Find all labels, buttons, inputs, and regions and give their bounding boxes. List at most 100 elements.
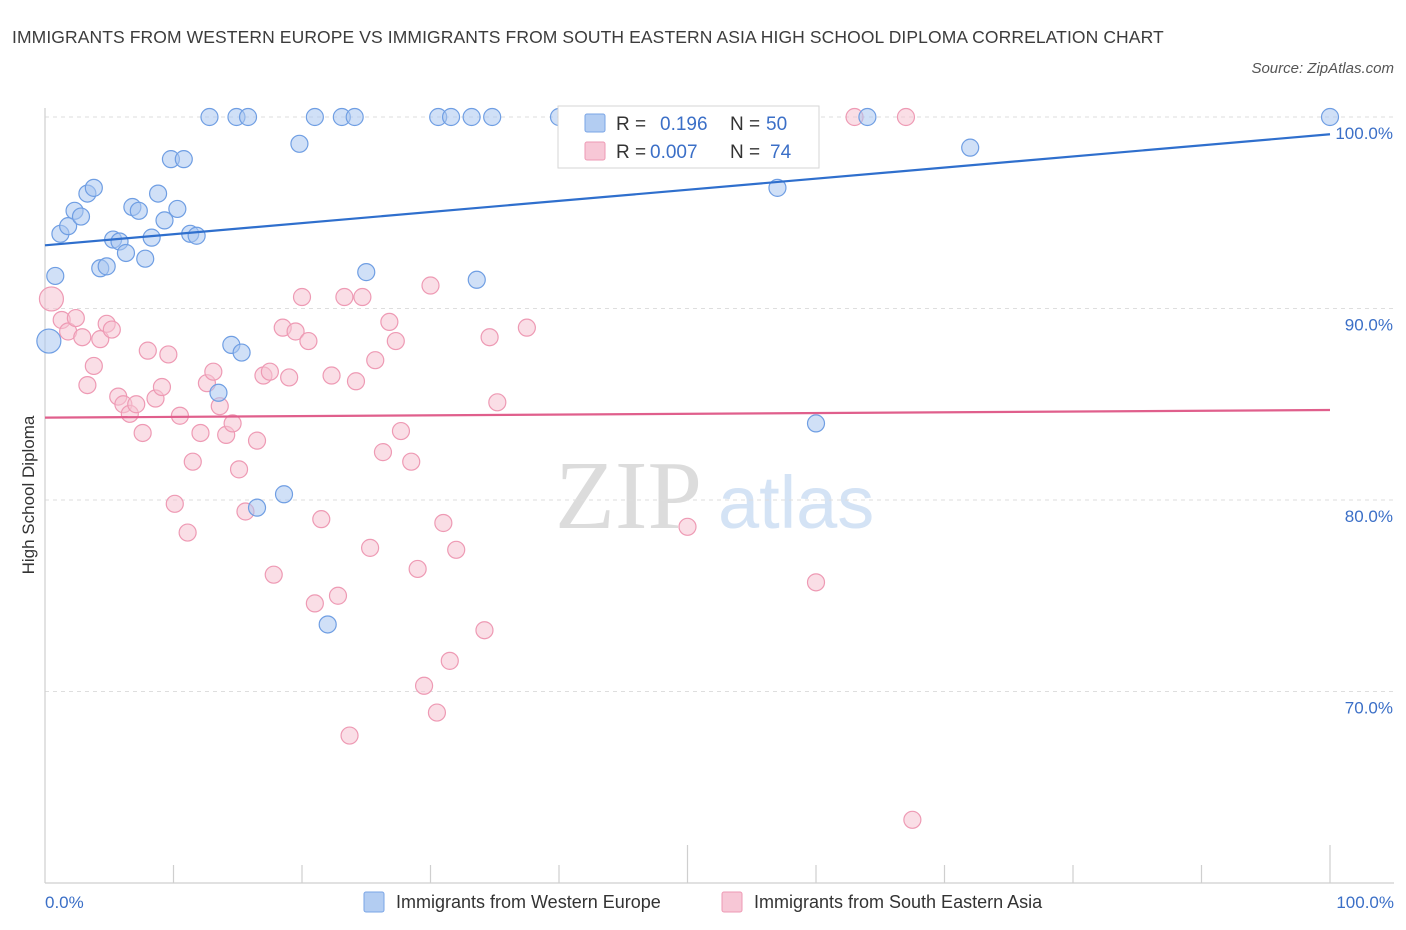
western-europe-point-46 [806, 414, 826, 433]
chart-title: IMMIGRANTS FROM WESTERN EUROPE VS IMMIGR… [12, 27, 1164, 47]
western-europe-point-31 [274, 485, 294, 504]
western-europe-point-9 [97, 257, 116, 276]
south-eastern-asia-point-55 [408, 559, 427, 579]
watermark-zip: ZIP [555, 442, 702, 550]
y-tick-label-1: 90.0% [1345, 316, 1393, 335]
south-eastern-asia-point-49 [366, 351, 385, 370]
western-europe-point-37 [357, 263, 376, 282]
south-eastern-asia-point-13 [127, 395, 146, 414]
western-europe-point-30 [247, 498, 267, 517]
legend-swatch-south-eastern-asia [584, 141, 606, 161]
south-eastern-asia-point-41 [312, 510, 331, 529]
south-eastern-asia-point-45 [340, 726, 359, 745]
grid-lines [45, 116, 1394, 692]
western-europe-point-17 [148, 184, 168, 203]
y-axis-label: High School Diploma [19, 415, 38, 574]
south-eastern-asia-point-52 [386, 331, 405, 351]
western-europe-point-18 [155, 211, 174, 230]
south-eastern-asia-point-50 [373, 443, 393, 462]
western-europe-trend-line [44, 133, 1331, 247]
western-europe-point-5 [71, 207, 91, 226]
south-eastern-asia-point-54 [402, 452, 421, 471]
y-tick-labels: 100.0% 90.0% 80.0% 70.0% [1335, 124, 1393, 718]
south-eastern-asia-point-0 [38, 286, 65, 312]
x-tick-label-right: 100.0% [1336, 893, 1394, 912]
western-europe-point-39 [441, 107, 461, 127]
south-eastern-asia-point-40 [305, 594, 324, 613]
south-eastern-asia-point-15 [138, 341, 157, 360]
x-ticks [172, 845, 1331, 883]
western-europe-point-3 [59, 217, 78, 236]
western-europe-point-24 [200, 107, 219, 127]
western-europe-point-41 [467, 270, 486, 289]
western-europe-point-36 [345, 107, 364, 127]
western-europe-point-29 [238, 107, 258, 127]
legend-r-label-2: R = [616, 142, 646, 163]
south-eastern-asia-point-28 [223, 414, 242, 433]
y-tick-label-2: 80.0% [1345, 507, 1393, 526]
correlation-legend: R = 0.196 N = 50 R = 0.007 N = 74 [557, 105, 820, 169]
south-eastern-asia-point-17 [152, 377, 172, 397]
south-eastern-asia-point-46 [346, 372, 366, 391]
western-europe-point-12 [116, 243, 136, 263]
bottom-legend-swatch-western-europe [363, 891, 385, 913]
axes [44, 108, 1394, 884]
south-eastern-asia-point-60 [440, 651, 459, 670]
south-eastern-asia-point-59 [434, 513, 453, 533]
y-tick-label-0: 100.0% [1335, 124, 1393, 143]
western-europe-point-0 [36, 328, 62, 354]
south-eastern-asia-point-70 [903, 810, 922, 829]
south-eastern-asia-point-65 [517, 318, 536, 337]
south-eastern-asia-point-62 [475, 621, 494, 640]
series-legend: Immigrants from Western Europe Immigrant… [363, 891, 1043, 913]
source-label: Source: ZipAtlas.com [1251, 60, 1394, 77]
western-europe-point-21 [174, 150, 193, 169]
western-europe-point-48 [961, 138, 980, 157]
western-europe-point-40 [462, 107, 481, 127]
south-eastern-asia-point-51 [380, 312, 399, 332]
south-eastern-asia-point-43 [328, 586, 348, 605]
south-eastern-asia-point-66 [678, 517, 697, 536]
western-europe-point-45 [768, 178, 787, 197]
legend-r-value-1: 0.196 [660, 114, 708, 135]
western-europe-point-23 [187, 226, 206, 245]
legend-n-label-1: N = [730, 114, 760, 135]
south-eastern-asia-point-38 [292, 287, 312, 307]
south-eastern-asia-point-58 [427, 703, 447, 722]
south-eastern-asia-point-34 [264, 565, 283, 584]
western-europe-point-47 [858, 107, 877, 127]
western-europe-point-7 [84, 178, 103, 197]
south-eastern-asia-point-69 [896, 107, 916, 127]
south-eastern-asia-point-18 [159, 345, 178, 364]
south-eastern-asia-point-22 [183, 452, 202, 471]
south-eastern-asia-trend-line [44, 408, 1331, 419]
south-eastern-asia-point-37 [286, 322, 305, 341]
legend-n-label-2: N = [730, 142, 760, 163]
bottom-legend-swatch-south-eastern-asia [721, 891, 743, 913]
south-eastern-asia-point-3 [66, 308, 85, 328]
south-eastern-asia-point-29 [229, 460, 249, 479]
western-europe-point-32 [290, 134, 309, 153]
legend-n-value-2: 74 [770, 142, 792, 163]
x-tick-label-left: 0.0% [45, 893, 84, 912]
south-eastern-asia-point-19 [165, 494, 184, 513]
south-eastern-asia-point-48 [361, 538, 380, 557]
south-eastern-asia-point-9 [102, 320, 121, 339]
western-europe-point-1 [46, 266, 65, 286]
south-eastern-asia-point-64 [488, 393, 507, 412]
south-eastern-asia-point-25 [204, 362, 223, 381]
south-eastern-asia-point-33 [260, 362, 279, 381]
western-europe-point-15 [136, 249, 155, 268]
south-eastern-asia-point-57 [421, 276, 440, 295]
bottom-legend-label-south-eastern-asia: Immigrants from South Eastern Asia [754, 892, 1043, 912]
western-europe-point-42 [483, 107, 502, 127]
western-europe-point-28 [232, 343, 251, 362]
western-europe-point-49 [1320, 107, 1340, 127]
south-eastern-asia-point-56 [414, 676, 434, 695]
legend-r-value-2: 0.007 [650, 142, 698, 163]
series-south-eastern-asia-points [38, 107, 922, 829]
western-europe-point-20 [168, 199, 187, 219]
south-eastern-asia-point-53 [391, 421, 411, 441]
south-eastern-asia-point-61 [447, 540, 466, 559]
south-eastern-asia-point-63 [480, 328, 499, 347]
